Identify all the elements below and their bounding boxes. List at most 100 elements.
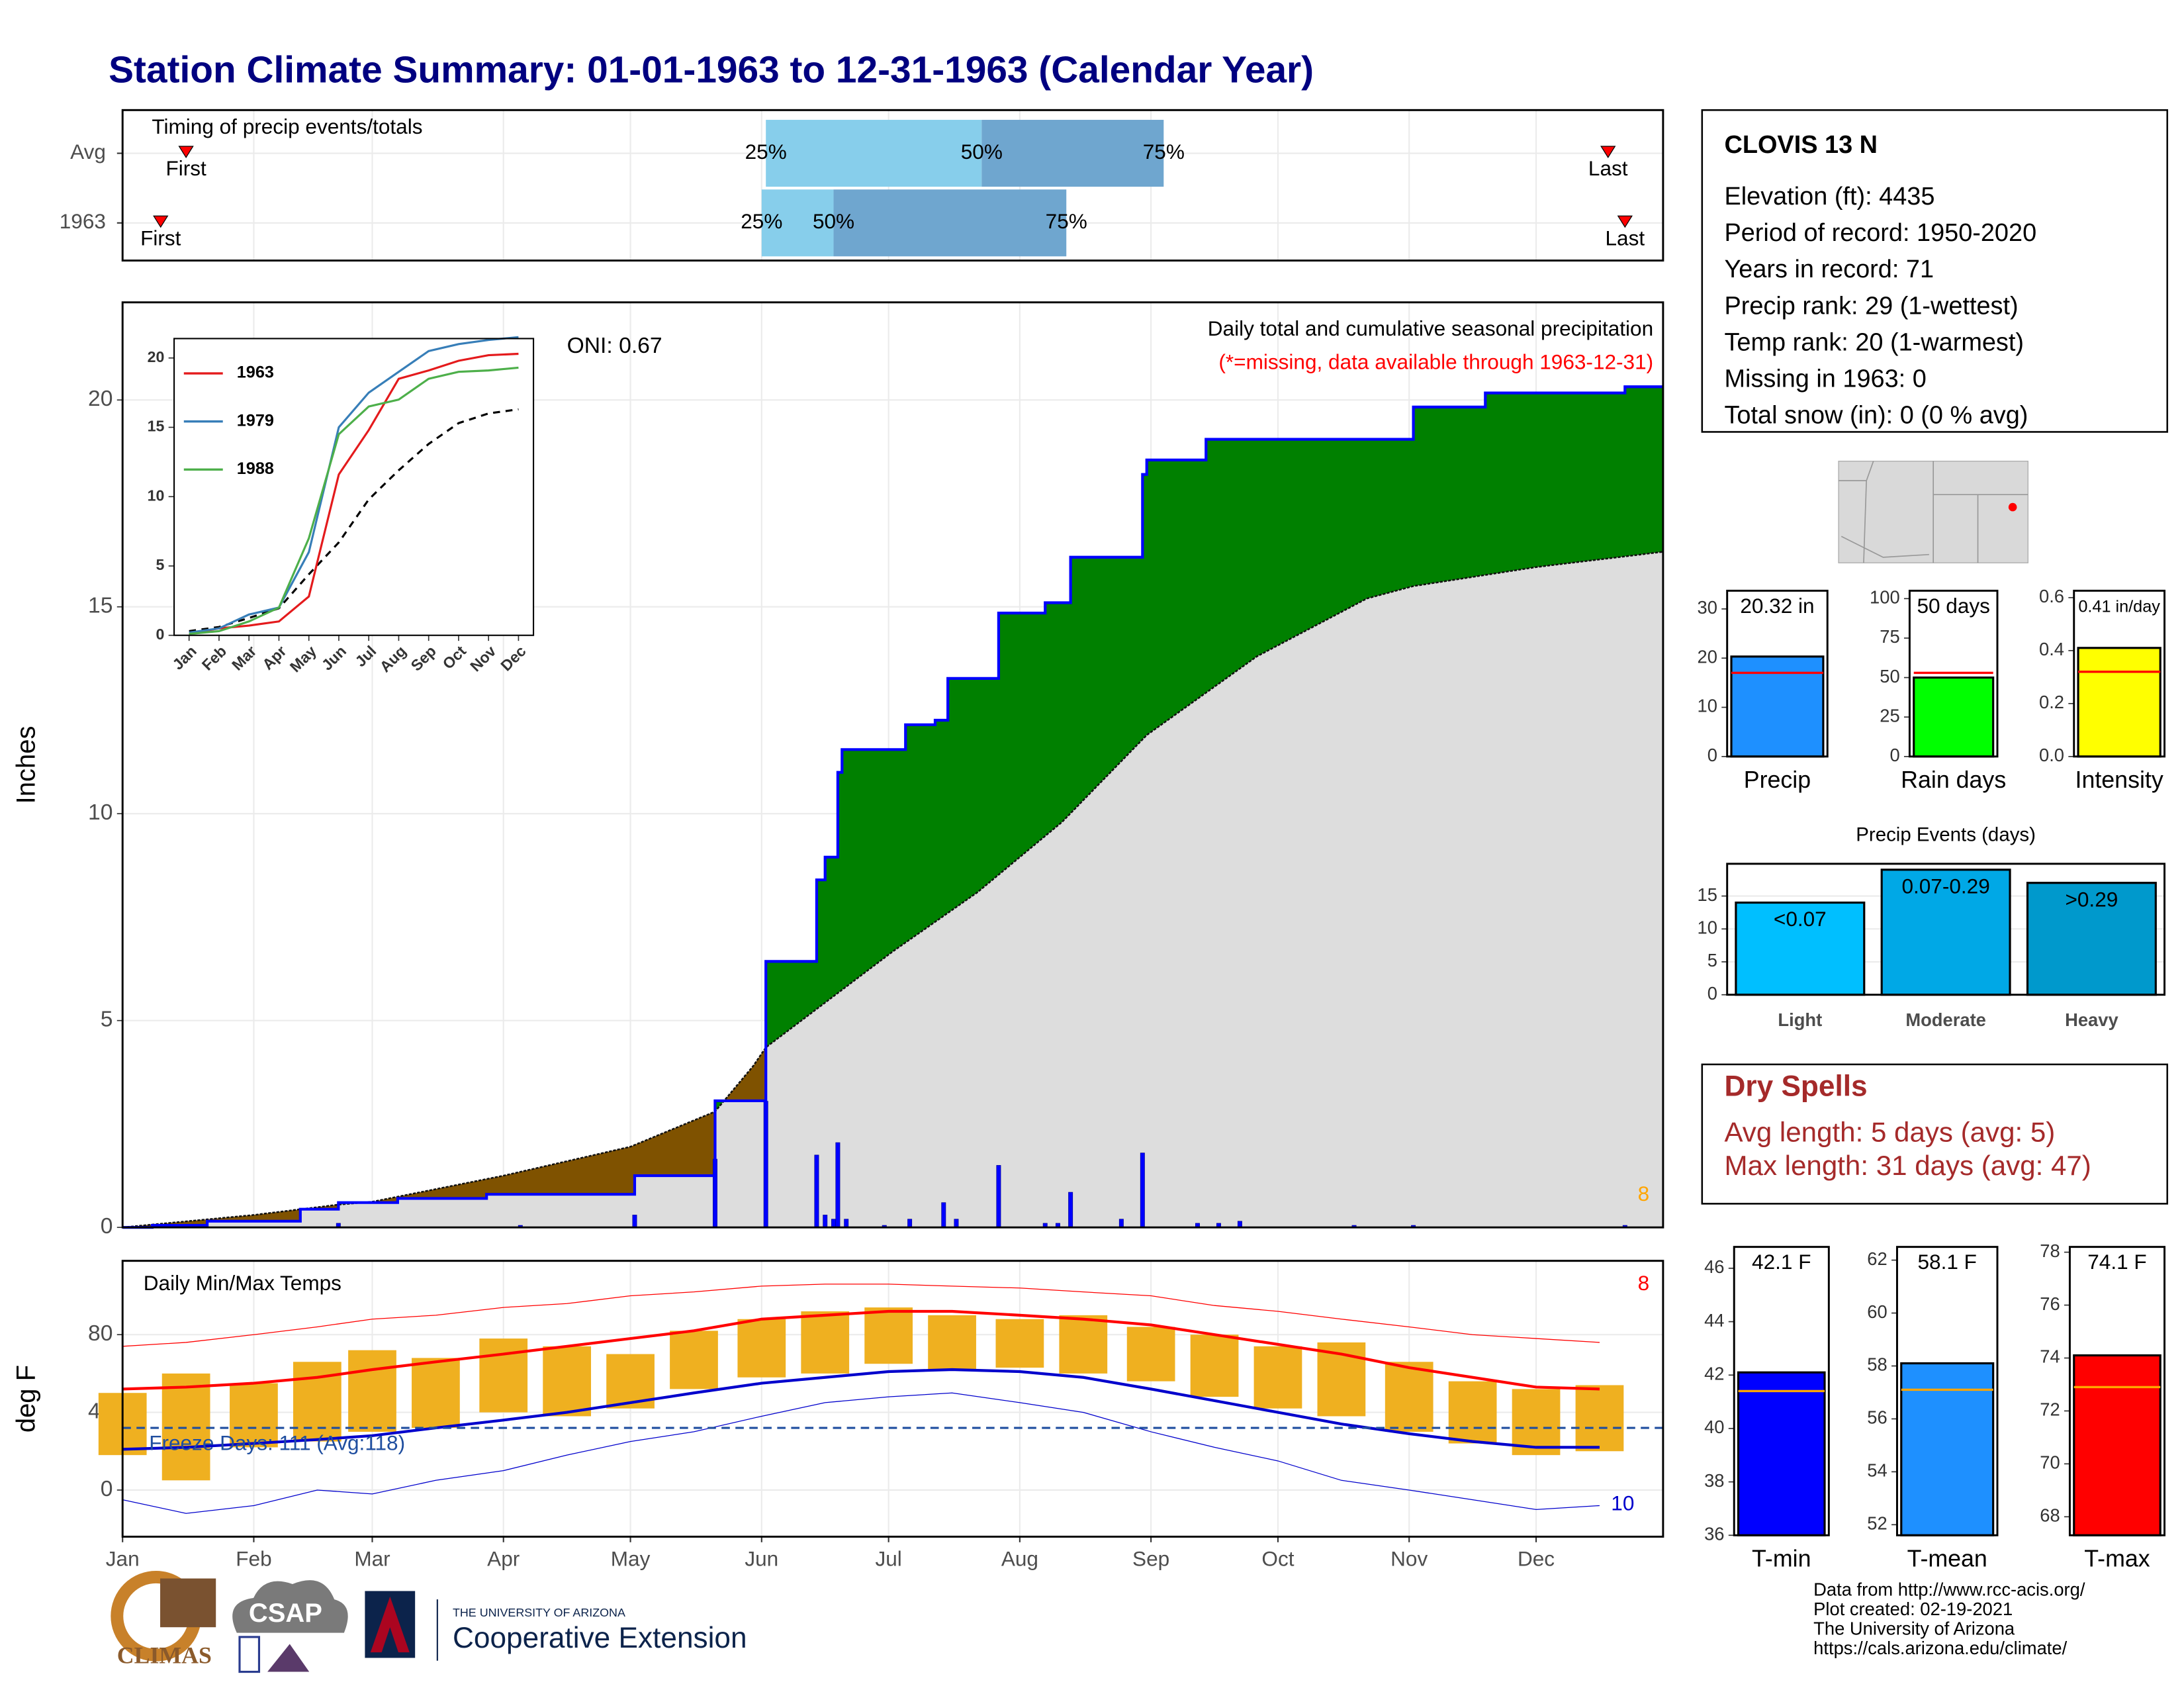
inset-bg <box>174 338 534 635</box>
y-tick-label: 100 <box>1870 587 1900 608</box>
bar <box>1900 1362 1995 1536</box>
y-tick-label: 54 <box>1867 1460 1887 1481</box>
value-label: 42.1 F <box>1752 1250 1811 1274</box>
dry-spells-box <box>1701 1063 2169 1205</box>
y-tick-label: 5 <box>156 556 164 573</box>
y-tick-label: 20 <box>1698 646 1717 667</box>
temp-range-bar <box>1253 1346 1302 1409</box>
y-tick-label: 0 <box>101 1477 113 1501</box>
percentile-label: 25% <box>745 140 787 164</box>
percentile-bar <box>761 189 834 257</box>
y-tick-label: 0 <box>1707 983 1717 1004</box>
y-tick-label: 56 <box>1867 1407 1887 1428</box>
y-tick-label: 0 <box>1707 745 1717 765</box>
locator-map <box>1838 461 2028 563</box>
y-tick-label: 76 <box>2040 1293 2060 1314</box>
x-tick-label: Rain days <box>1901 767 2006 793</box>
x-tick-label: Feb <box>236 1547 271 1571</box>
panel-title: Daily total and cumulative seasonal prec… <box>1208 316 1653 340</box>
corner-label: 8 <box>1638 1182 1650 1205</box>
y-tick-label: 0 <box>101 1214 113 1239</box>
y-tick-label: 72 <box>2040 1399 2060 1420</box>
x-tick-label: Nov <box>1390 1547 1428 1571</box>
series-line <box>189 366 519 635</box>
daily-precip-bar <box>1068 1192 1073 1228</box>
bin-label: >0.29 <box>2065 887 2118 911</box>
y-tick-label: 80 <box>88 1321 113 1346</box>
x-tick-label: Jun <box>745 1547 778 1571</box>
value-label: 58.1 F <box>1918 1250 1977 1274</box>
y-tick-label: 15 <box>148 418 165 435</box>
station-name: CLOVIS 13 N <box>1724 131 1878 159</box>
x-tick-label: T-mean <box>1907 1546 1987 1572</box>
footer-line: Data from http://www.rcc-acis.org/ <box>1813 1579 2085 1600</box>
logos: CLIMAS CSAP THE UNIVERSITY OF ARIZONA Co… <box>111 1570 747 1673</box>
y-tick-label: 30 <box>1698 597 1717 618</box>
temp-range-bar <box>412 1358 460 1429</box>
bin-label: 0.07-0.29 <box>1901 874 1989 898</box>
station-line: Temp rank: 20 (1-warmest) <box>1724 328 2024 356</box>
y-tick-label: 10 <box>148 487 165 504</box>
event-label: Last <box>1588 156 1628 180</box>
daily-precip-bar <box>831 1219 836 1228</box>
dry-spells-lines: Avg length: 5 days (avg: 5)Max length: 3… <box>1724 1116 2091 1181</box>
event-marker <box>1617 215 1633 228</box>
daily-precip-bar <box>844 1219 849 1228</box>
daily-precip-bar <box>996 1165 1001 1228</box>
avg-max-line <box>122 1309 1600 1391</box>
plot-border <box>2068 1246 2166 1536</box>
station-line: Missing in 1963: 0 <box>1724 365 1926 393</box>
logo-extension: Cooperative Extension <box>453 1622 747 1654</box>
percentile-label: 75% <box>1046 209 1087 233</box>
daily-precip-bar <box>835 1142 841 1228</box>
y-tick-label: 75 <box>1880 626 1899 647</box>
temp-range-bar <box>670 1331 718 1389</box>
daily-precip-bar <box>823 1215 828 1228</box>
temp-range-bar <box>801 1311 850 1374</box>
station-lines: Elevation (ft): 4435 Period of record: 19… <box>1724 183 2036 430</box>
percentile-label: 25% <box>741 209 782 233</box>
record-high-count: 8 <box>1638 1271 1650 1295</box>
bar <box>2073 1354 2161 1536</box>
plot-border <box>1726 863 2166 996</box>
x-tick-label: T-max <box>2084 1546 2150 1572</box>
x-tick-label: T-min <box>1752 1546 1811 1572</box>
temp-range-bar <box>1448 1381 1497 1444</box>
page-title: Station Climate Summary: 01-01-1963 to 1… <box>109 49 1314 91</box>
y-tick-label: 40 <box>1704 1417 1724 1437</box>
panel-title: Timing of precip events/totals <box>152 115 422 138</box>
temp-range-bar <box>230 1383 278 1448</box>
y-tick-label: 62 <box>1867 1248 1887 1269</box>
average-line <box>189 408 519 633</box>
series-line <box>189 336 519 634</box>
daily-precip-bar <box>763 1101 768 1228</box>
bar <box>1880 868 2011 996</box>
daily-precip-bar <box>632 1215 637 1228</box>
x-tick-label: Moderate <box>1905 1009 1986 1030</box>
y-tick-label: 1963 <box>60 209 106 233</box>
daily-precip-bar <box>1140 1152 1145 1228</box>
y-tick-label: 0 <box>1889 745 1899 765</box>
y-tick-label: 52 <box>1867 1513 1887 1534</box>
temp-range-bar <box>1126 1327 1175 1382</box>
temp-range-bar <box>737 1319 786 1378</box>
cumulative-line <box>122 385 1663 1229</box>
temp-range-bar <box>1385 1362 1433 1432</box>
y-tick-label: 46 <box>1704 1256 1724 1277</box>
temp-range-bar <box>1059 1315 1108 1374</box>
y-tick-label: 15 <box>1698 884 1717 905</box>
event-label: First <box>165 156 206 180</box>
temp-range-bar <box>1575 1385 1624 1452</box>
event-label: Last <box>1606 226 1645 250</box>
x-tick-label: Oct <box>1261 1547 1294 1571</box>
station-line: Period of record: 1950-2020 <box>1724 219 2036 247</box>
temp-range-bar <box>1512 1389 1561 1456</box>
footer: Data from http://www.rcc-acis.org/Plot c… <box>1813 1579 2085 1658</box>
y-tick-label: 0.0 <box>2039 745 2064 765</box>
daily-precip-bar <box>907 1219 913 1228</box>
x-tick-label: Sep <box>1132 1547 1169 1571</box>
avg-min-line <box>122 1368 1600 1451</box>
legend-label: 1963 <box>237 363 274 382</box>
bar <box>1737 1371 1826 1536</box>
